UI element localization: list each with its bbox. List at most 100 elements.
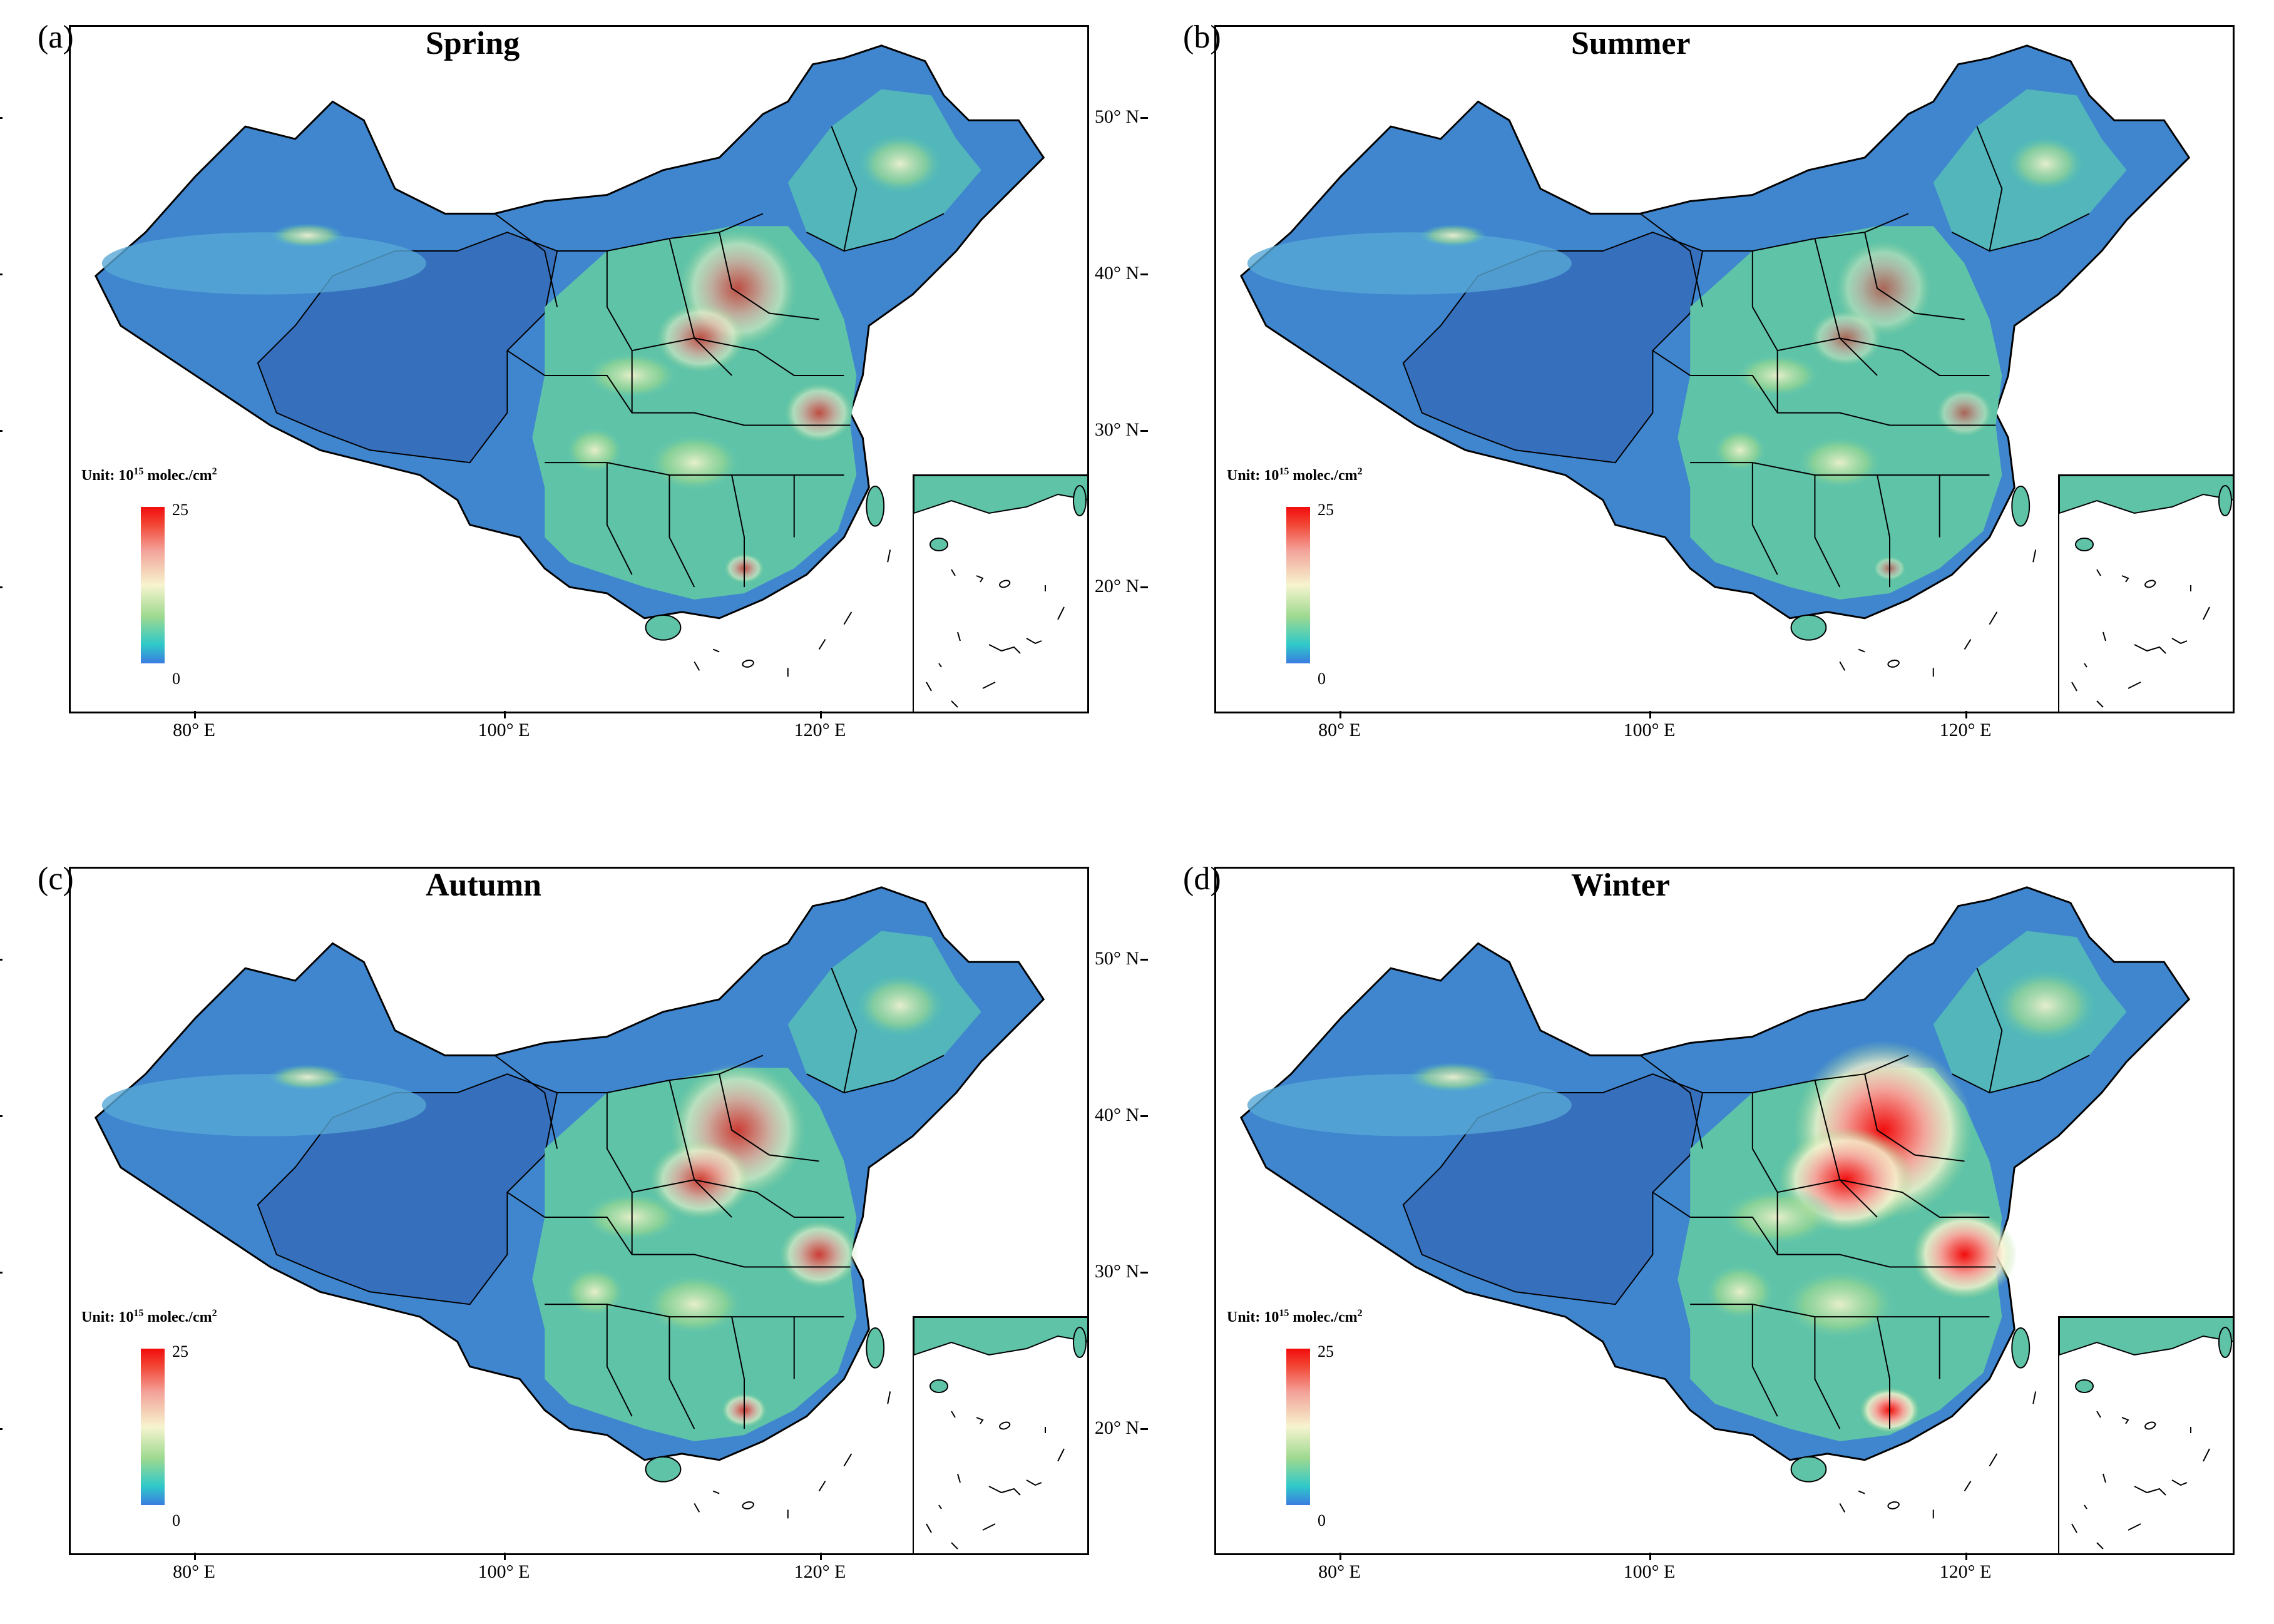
- taiwan-island: [866, 1327, 885, 1369]
- south-china-sea-inset: [913, 474, 1087, 712]
- lat-tick-30: 30° N: [1077, 1261, 1148, 1282]
- no2-warm-area: [271, 223, 345, 248]
- no2-warm-area: [1703, 1262, 1778, 1322]
- map-panel-autumn: (c) Autumn 50° N 40° N 30° N 20° N 80° E…: [0, 842, 1127, 1624]
- no2-hotspot: [784, 383, 854, 442]
- no2-warm-area: [857, 133, 943, 195]
- south-china-sea-inset: [2058, 474, 2233, 712]
- no2-hotspot: [1912, 1210, 2017, 1300]
- south-china-sea-inset: [2058, 1316, 2233, 1553]
- colorbar-min-label: 0: [172, 1511, 180, 1530]
- no2-hotspot: [650, 1140, 751, 1219]
- hainan-island: [645, 614, 682, 641]
- lat-tick-30: 30° N: [1077, 419, 1148, 441]
- map-frame: [1214, 867, 2235, 1555]
- no2-hotspot: [656, 304, 745, 373]
- lon-tick-100: 100° E: [454, 1553, 554, 1583]
- unit-label: Unit: 1015 molec./cm2: [1227, 1308, 1363, 1325]
- panel-letter: (b): [1183, 19, 1221, 55]
- colorbar-max-label: 25: [1318, 501, 1334, 519]
- xinjiang-band: [101, 232, 426, 295]
- lat-tick-20: 20° N: [1077, 576, 1148, 597]
- south-china-sea-inset: [913, 1316, 1087, 1553]
- china-map: [94, 886, 1045, 1519]
- inset-map: [914, 476, 1087, 708]
- colorbar: [141, 507, 165, 663]
- south-sea-islands: [1839, 549, 2037, 677]
- panel-title: Winter: [1571, 867, 1670, 903]
- no2-warm-area: [1408, 1062, 1498, 1093]
- lon-tick-80: 80° E: [144, 1553, 244, 1583]
- lon-tick-100: 100° E: [454, 711, 554, 741]
- hainan-island: [1790, 1456, 1827, 1483]
- south-sea-islands: [1839, 1391, 2037, 1519]
- province-boundaries: [394, 126, 945, 588]
- no2-warm-area: [1419, 224, 1487, 247]
- colorbar: [1286, 1349, 1310, 1505]
- lon-tick-120: 120° E: [1915, 711, 2015, 741]
- south-sea-islands: [694, 549, 891, 677]
- colorbar-min-label: 0: [172, 670, 180, 688]
- inset-map: [914, 1317, 1087, 1550]
- unit-label: Unit: 1015 molec./cm2: [81, 466, 217, 484]
- no2-warm-area: [1993, 968, 2098, 1043]
- colorbar-min-label: 0: [1318, 670, 1326, 688]
- map-panel-summer: (b) Summer 50° N 40° N 30° N 20° N 80° E…: [1095, 0, 2272, 782]
- lat-tick-40: 40° N: [1077, 263, 1148, 284]
- lat-tick-20: 20° N: [1077, 1417, 1148, 1439]
- no2-warm-area: [564, 426, 625, 475]
- colorbar-max-label: 25: [1318, 1342, 1334, 1361]
- map-panel-spring: (a) Spring 50° N 40° N 30° N 20° N 80° E…: [0, 0, 1127, 782]
- lon-tick-80: 80° E: [144, 711, 244, 741]
- lon-tick-100: 100° E: [1599, 1553, 1699, 1583]
- map-frame: [69, 867, 1089, 1555]
- lon-tick-80: 80° E: [1289, 1553, 1390, 1583]
- no2-hotspot: [1937, 389, 1993, 437]
- xinjiang-band: [101, 1074, 426, 1136]
- lat-tick-40: 40° N: [1077, 1105, 1148, 1126]
- lon-tick-120: 120° E: [770, 1553, 870, 1583]
- colorbar: [141, 1349, 165, 1505]
- no2-hotspot: [1810, 310, 1882, 366]
- no2-warm-area: [642, 1272, 747, 1337]
- lon-tick-100: 100° E: [1599, 711, 1699, 741]
- no2-warm-area: [1712, 427, 1768, 473]
- no2-warm-area: [2006, 136, 2085, 192]
- hainan-island: [1790, 614, 1827, 641]
- colorbar-max-label: 25: [172, 501, 188, 519]
- province-boundaries: [1540, 126, 2090, 588]
- no2-warm-area: [1780, 1267, 1900, 1342]
- no2-warm-area: [854, 973, 946, 1038]
- lon-tick-120: 120° E: [1915, 1553, 2015, 1583]
- unit-label: Unit: 1015 molec./cm2: [1227, 466, 1363, 484]
- no2-warm-area: [562, 1265, 627, 1318]
- panel-letter: (c): [38, 861, 74, 897]
- china-map: [94, 44, 1045, 677]
- province-boundaries: [1540, 968, 2090, 1429]
- hainan-island: [645, 1456, 682, 1483]
- panel-title: Spring: [426, 26, 520, 61]
- colorbar-max-label: 25: [172, 1342, 188, 1361]
- unit-label: Unit: 1015 molec./cm2: [81, 1308, 217, 1325]
- panel-title: Summer: [1571, 26, 1691, 61]
- south-sea-islands: [694, 1391, 891, 1519]
- lat-tick-50: 50° N: [1077, 106, 1148, 128]
- no2-hotspot: [779, 1220, 859, 1289]
- inset-map: [2059, 476, 2233, 708]
- lon-tick-120: 120° E: [770, 711, 870, 741]
- taiwan-island: [2011, 1327, 2031, 1369]
- xinjiang-band: [1247, 232, 1572, 295]
- map-panel-winter: (d) Winter 50° N 40° N 30° N 20° N 80° E…: [1095, 842, 2272, 1624]
- taiwan-island: [866, 485, 885, 527]
- inset-map: [2059, 1317, 2233, 1550]
- no2-warm-area: [269, 1064, 347, 1090]
- province-boundaries: [394, 968, 945, 1429]
- china-map: [1239, 44, 2191, 677]
- china-map: [1239, 886, 2191, 1519]
- no2-warm-area: [1795, 434, 1885, 491]
- map-frame: [69, 25, 1089, 713]
- colorbar: [1286, 507, 1310, 663]
- lat-tick-50: 50° N: [1077, 948, 1148, 969]
- taiwan-island: [2011, 485, 2031, 527]
- xinjiang-band: [1247, 1074, 1572, 1136]
